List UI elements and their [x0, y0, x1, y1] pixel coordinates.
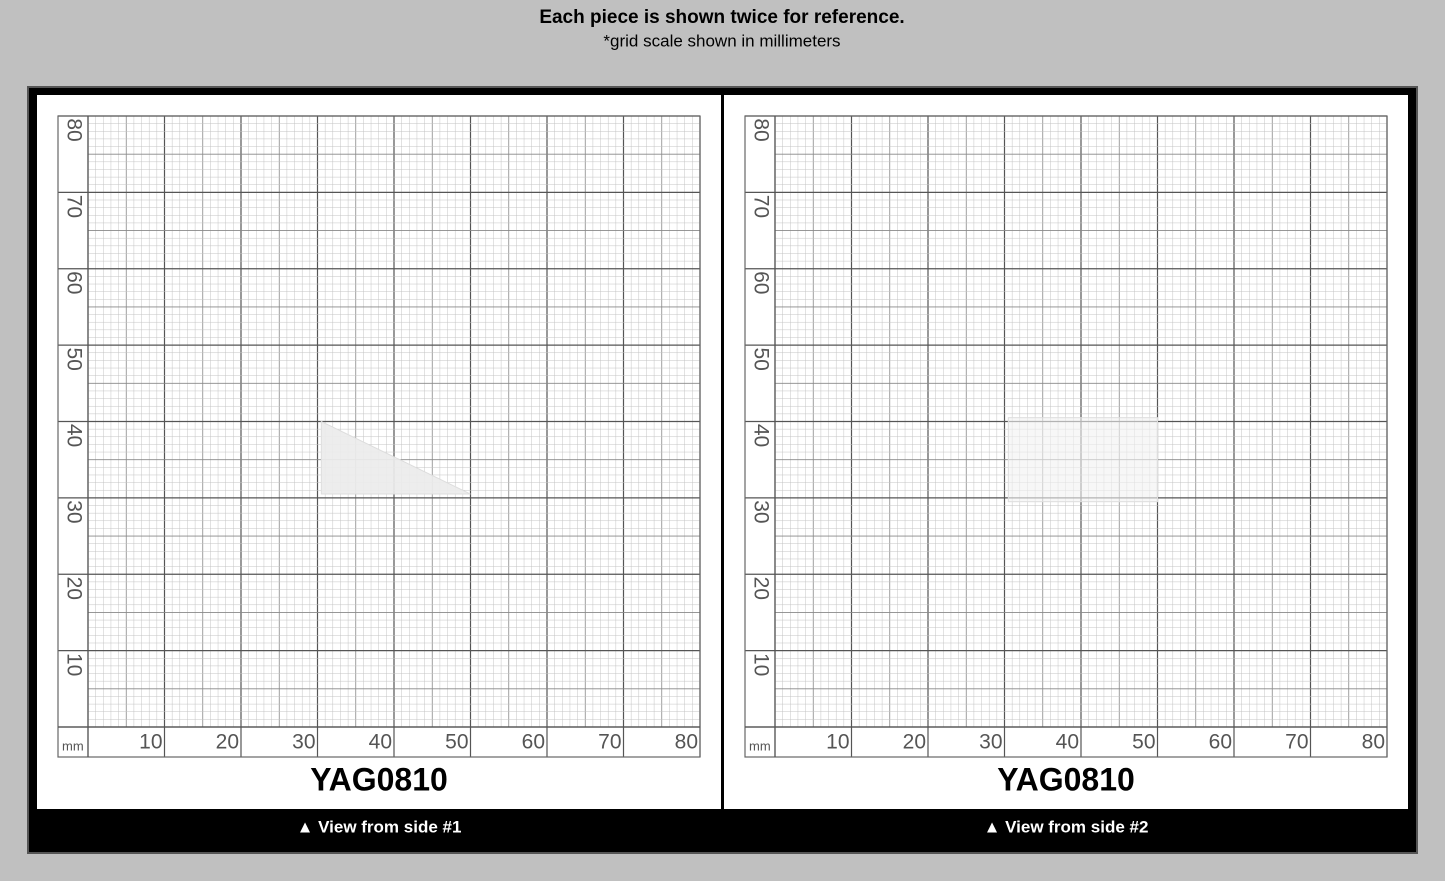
- grid-border: [57, 115, 701, 758]
- y-scale-label: 80: [62, 118, 85, 141]
- grid-paper: 10 20 30 40 50 60 70 80 10 20 30 40 50 60 70 80 mm: [744, 115, 1388, 758]
- piece: [1007, 417, 1159, 503]
- x-scale-label: 20: [903, 731, 926, 754]
- y-scale-label: 20: [62, 577, 85, 600]
- grid-paper: 10 20 30 40 50 60 70 80 10 20 30 40 50 60 70 80 mm: [57, 115, 701, 758]
- x-scale-label: 80: [1362, 731, 1385, 754]
- caption: ▲ View from side #1: [297, 817, 462, 836]
- x-scale-label: 60: [1209, 731, 1232, 754]
- x-scale-label: 10: [139, 731, 162, 754]
- x-scale-label: 50: [1132, 731, 1155, 754]
- y-scale-label: 20: [749, 577, 772, 600]
- y-scale-label: 40: [62, 424, 85, 447]
- x-scale-label: 70: [598, 731, 621, 754]
- caption: ▲ View from side #2: [984, 817, 1149, 836]
- grid-border: [744, 115, 1388, 758]
- x-scale-label: 10: [826, 731, 849, 754]
- x-scale-label: 60: [522, 731, 545, 754]
- product-label: YAG0810: [997, 761, 1135, 797]
- x-scale-label: 40: [369, 731, 392, 754]
- y-scale-label: 50: [62, 347, 85, 370]
- y-scale-label: 40: [749, 424, 772, 447]
- y-scale-label: 60: [749, 271, 772, 294]
- x-scale-label: 80: [675, 731, 698, 754]
- y-scale-label: 60: [62, 271, 85, 294]
- piece: [320, 420, 471, 495]
- y-scale-label: 70: [62, 195, 85, 218]
- y-scale-label: 10: [62, 653, 85, 676]
- x-scale-label: 30: [292, 731, 315, 754]
- y-scale-label: 80: [749, 118, 772, 141]
- x-scale-label: 50: [445, 731, 468, 754]
- y-scale-label: 30: [62, 500, 85, 523]
- x-scale-label: 70: [1285, 731, 1308, 754]
- unit-label: mm: [749, 738, 771, 753]
- y-scale-label: 30: [749, 500, 772, 523]
- y-scale-label: 50: [749, 347, 772, 370]
- x-scale-label: 30: [979, 731, 1002, 754]
- x-scale-label: 20: [216, 731, 239, 754]
- subtitle: *grid scale shown in millimeters: [603, 31, 840, 50]
- title: Each piece is shown twice for reference.: [539, 7, 904, 28]
- x-scale-label: 40: [1056, 731, 1079, 754]
- y-scale-label: 10: [749, 653, 772, 676]
- unit-label: mm: [62, 738, 84, 753]
- y-scale-label: 70: [749, 195, 772, 218]
- product-label: YAG0810: [310, 761, 448, 797]
